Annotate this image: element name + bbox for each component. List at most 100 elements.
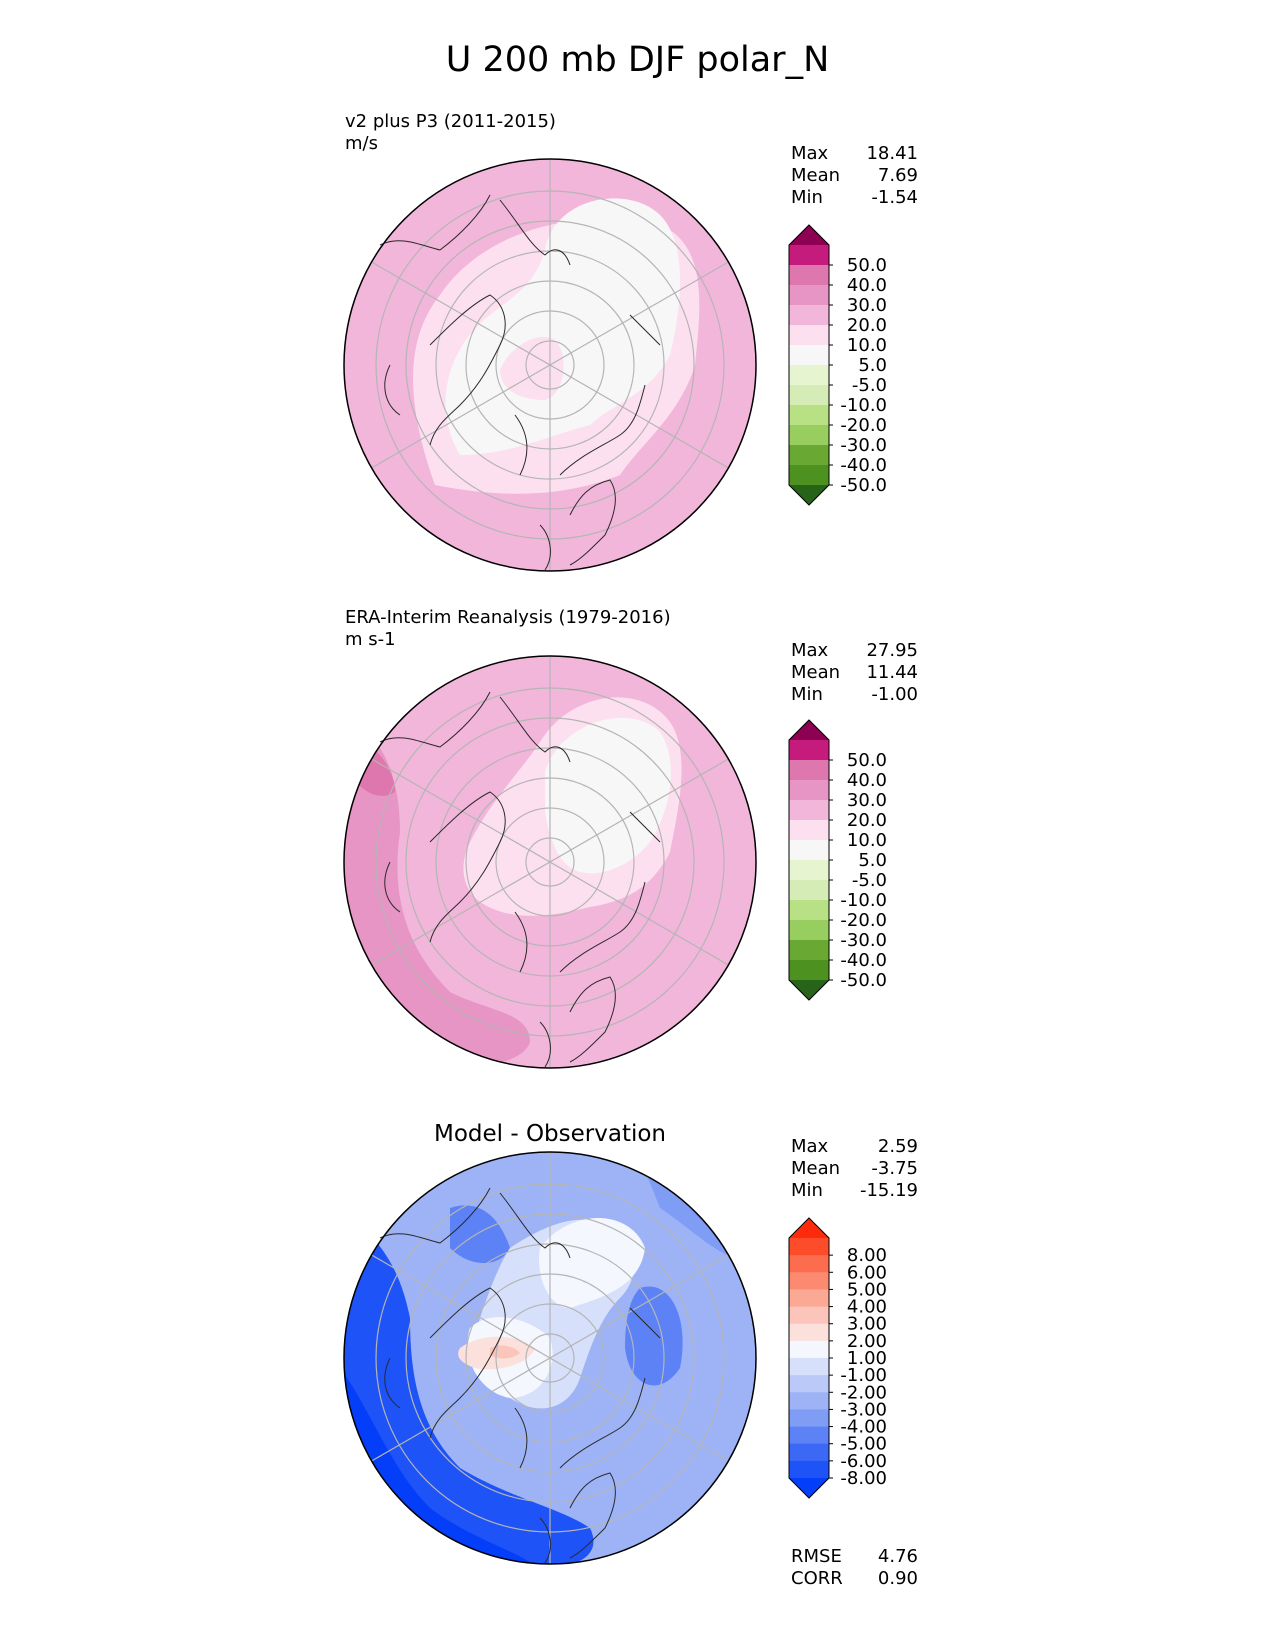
polar-map-difference xyxy=(343,1151,757,1565)
colorbar-segment xyxy=(789,285,829,306)
stat-max-label: Max xyxy=(791,1136,829,1157)
coastlines xyxy=(379,691,661,1068)
stat-max-label: Max xyxy=(791,143,829,164)
colorbar-segments xyxy=(788,719,830,1001)
colorbar-segments xyxy=(788,224,830,506)
colorbar-tick-label: -10.0 xyxy=(840,890,887,911)
colorbar-segment xyxy=(789,245,829,266)
colorbar-tick-label: -5.00 xyxy=(840,1434,887,1455)
colorbar-segment xyxy=(789,405,829,426)
contour-fill xyxy=(545,717,671,874)
colorbar-extend-min xyxy=(789,485,829,505)
contour-fill xyxy=(450,1205,510,1263)
panel-heading: v2 plus P3 (2011-2015) xyxy=(345,111,556,132)
colorbar-segment xyxy=(789,445,829,466)
coastlines xyxy=(379,1187,661,1564)
colorbar-tick-label: 50.0 xyxy=(847,750,887,771)
colorbar-labels: 8.006.005.004.003.002.001.00-1.00-2.00-3… xyxy=(829,1245,887,1489)
colorbar-segment xyxy=(789,1443,829,1462)
colorbar-segment xyxy=(789,1289,829,1308)
panel-units: m/s xyxy=(345,133,378,154)
figure-title: U 200 mb DJF polar_N xyxy=(445,40,830,80)
map-boundary xyxy=(343,1151,757,1565)
colorbar-labels: 50.040.030.020.010.05.0-5.0-10.0-20.0-30… xyxy=(829,255,887,496)
panel-units: m s-1 xyxy=(345,629,396,650)
contour-fill xyxy=(539,1218,645,1308)
meridian-line xyxy=(371,261,729,469)
stat-max-value: 18.41 xyxy=(866,143,918,164)
stat-mean-value: 11.44 xyxy=(866,662,918,683)
colorbar-tick-label: 6.00 xyxy=(847,1262,887,1283)
contour-fill xyxy=(625,1286,683,1386)
colorbar-tick-label: 8.00 xyxy=(847,1245,887,1266)
corr-value: 0.90 xyxy=(877,1568,918,1589)
contour-fill xyxy=(490,1345,520,1359)
meridian-line xyxy=(371,1254,729,1462)
colorbar-segment xyxy=(789,960,829,981)
colorbar-segment xyxy=(789,800,829,821)
colorbar-extend-max xyxy=(789,225,829,245)
colorbar-tick-label: -8.00 xyxy=(840,1468,887,1489)
colorbar-extend-min xyxy=(789,1478,829,1498)
colorbar-segment xyxy=(789,1306,829,1325)
colorbar-tick-label: -1.00 xyxy=(840,1365,887,1386)
colorbar-extend-max xyxy=(789,720,829,740)
colorbar-segment xyxy=(789,880,829,901)
corr-label: CORR xyxy=(791,1568,843,1589)
colorbar-tick-label: -3.00 xyxy=(840,1399,887,1420)
colorbar-tick-label: -10.0 xyxy=(840,395,887,416)
coastline xyxy=(379,691,661,1068)
colorbar-model: 50.040.030.020.010.05.0-5.0-10.0-20.0-30… xyxy=(788,224,887,506)
colorbar-segment xyxy=(789,1272,829,1290)
colorbar-segment xyxy=(789,760,829,781)
panel-heading: Model - Observation xyxy=(433,1121,667,1147)
colorbar-tick-label: 4.00 xyxy=(847,1297,887,1318)
colorbar-segment xyxy=(789,345,829,366)
stat-max-value: 27.95 xyxy=(866,640,918,661)
colorbar-tick-label: 30.0 xyxy=(847,295,887,316)
stat-mean-value: 7.69 xyxy=(877,165,918,186)
colorbar-segment xyxy=(789,1255,829,1273)
colorbar-tick-label: 20.0 xyxy=(847,315,887,336)
colorbar-segment xyxy=(789,425,829,446)
colorbar-segment xyxy=(789,940,829,961)
contour-fill xyxy=(344,712,530,1068)
panel-heading: ERA-Interim Reanalysis (1979-2016) xyxy=(345,607,671,628)
colorbar-segment xyxy=(789,840,829,861)
colorbar-tick-label: -40.0 xyxy=(840,455,887,476)
colorbar-tick-label: -50.0 xyxy=(840,475,887,496)
map-boundary xyxy=(343,655,757,1069)
colorbar-difference: 8.006.005.004.003.002.001.00-1.00-2.00-3… xyxy=(788,1217,887,1499)
colorbar-tick-label: 5.00 xyxy=(847,1279,887,1300)
colorbar-tick-label: -5.0 xyxy=(852,870,887,891)
polar-map-obs xyxy=(343,655,757,1069)
colorbar-tick-label: -5.0 xyxy=(852,375,887,396)
stat-mean-value: -3.75 xyxy=(871,1158,918,1179)
polar-map-model xyxy=(343,158,757,572)
colorbar-extend-min xyxy=(789,980,829,1000)
colorbar-obs: 50.040.030.020.010.05.0-5.0-10.0-20.0-30… xyxy=(788,719,887,1001)
colorbar-tick-label: -20.0 xyxy=(840,910,887,931)
colorbar-tick-label: -20.0 xyxy=(840,415,887,436)
rmse-label: RMSE xyxy=(791,1546,842,1567)
colorbar-tick-label: 5.0 xyxy=(858,850,887,871)
stat-min-value: -15.19 xyxy=(859,1180,918,1201)
colorbar-segment xyxy=(789,1426,829,1445)
stat-min-value: -1.54 xyxy=(871,187,918,208)
colorbar-tick-label: 3.00 xyxy=(847,1314,887,1335)
colorbar-labels: 50.040.030.020.010.05.0-5.0-10.0-20.0-30… xyxy=(829,750,887,991)
stat-max-value: 2.59 xyxy=(877,1136,918,1157)
meridian-line xyxy=(371,758,729,966)
colorbar-tick-label: 1.00 xyxy=(847,1348,887,1369)
stat-min-label: Min xyxy=(791,684,823,705)
colorbar-tick-label: 50.0 xyxy=(847,255,887,276)
colorbar-segment xyxy=(789,385,829,406)
colorbar-tick-label: 30.0 xyxy=(847,790,887,811)
stat-mean-label: Mean xyxy=(791,662,841,683)
colorbar-tick-label: -40.0 xyxy=(840,950,887,971)
coastline xyxy=(379,194,661,571)
coastline xyxy=(379,1187,661,1564)
colorbar-segment xyxy=(789,265,829,286)
colorbar-segment xyxy=(789,1340,829,1359)
stat-mean-label: Mean xyxy=(791,1158,841,1179)
